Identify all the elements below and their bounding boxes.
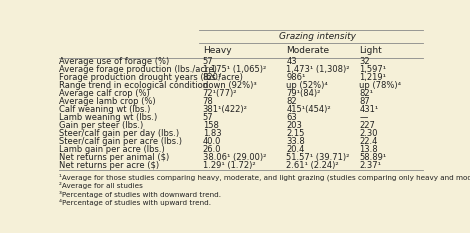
Text: 415¹(454)²: 415¹(454)² [286, 105, 331, 114]
Text: 78: 78 [203, 97, 213, 106]
Text: —: — [359, 113, 368, 122]
Text: 158: 158 [203, 121, 219, 130]
Text: 26.0: 26.0 [203, 145, 221, 154]
Text: 986¹: 986¹ [286, 73, 306, 82]
Text: 40.0: 40.0 [203, 137, 221, 146]
Text: 79¹(84)²: 79¹(84)² [286, 89, 321, 98]
Text: up (78%)⁴: up (78%)⁴ [359, 81, 401, 90]
Text: Average use of forage (%): Average use of forage (%) [60, 57, 170, 66]
Text: Heavy: Heavy [203, 46, 231, 55]
Text: Average lamb crop (%): Average lamb crop (%) [60, 97, 156, 106]
Text: Forage production drought years (lbs./acre): Forage production drought years (lbs./ac… [60, 73, 243, 82]
Text: ²Average for all studies: ²Average for all studies [60, 182, 143, 189]
Text: Gain per steer (lbs.): Gain per steer (lbs.) [60, 121, 144, 130]
Text: 2.15: 2.15 [286, 129, 305, 138]
Text: Steer/calf gain per day (lbs.): Steer/calf gain per day (lbs.) [60, 129, 180, 138]
Text: down (92%)³: down (92%)³ [203, 81, 256, 90]
Text: 33.8: 33.8 [286, 137, 305, 146]
Text: ¹Average for those studies comparing heavy, moderate, and light grazing (studies: ¹Average for those studies comparing hea… [60, 173, 470, 181]
Text: Average calf crop (%): Average calf crop (%) [60, 89, 150, 98]
Text: ⁴Percentage of studies with upward trend.: ⁴Percentage of studies with upward trend… [60, 199, 212, 206]
Text: 431¹: 431¹ [359, 105, 378, 114]
Text: 1.83: 1.83 [203, 129, 221, 138]
Text: 1,175¹ (1,065)²: 1,175¹ (1,065)² [203, 65, 266, 74]
Text: 63: 63 [286, 113, 297, 122]
Text: 13.8: 13.8 [359, 145, 378, 154]
Text: Light: Light [359, 46, 382, 55]
Text: 1,473¹ (1,308)²: 1,473¹ (1,308)² [286, 65, 350, 74]
Text: Grazing intensity: Grazing intensity [279, 31, 356, 41]
Text: 51.57¹ (39.71)²: 51.57¹ (39.71)² [286, 153, 350, 162]
Text: 2.37¹: 2.37¹ [359, 161, 381, 170]
Text: 1.29¹ (1.72)²: 1.29¹ (1.72)² [203, 161, 255, 170]
Text: 22.4: 22.4 [359, 137, 377, 146]
Text: Net returns per acre ($): Net returns per acre ($) [60, 161, 160, 170]
Text: up (52%)⁴: up (52%)⁴ [286, 81, 328, 90]
Text: 43: 43 [286, 57, 297, 66]
Text: Lamb weaning wt (lbs.): Lamb weaning wt (lbs.) [60, 113, 158, 122]
Text: 57: 57 [203, 113, 213, 122]
Text: 381¹(422)²: 381¹(422)² [203, 105, 248, 114]
Text: 820¹: 820¹ [203, 73, 222, 82]
Text: 82¹: 82¹ [359, 89, 373, 98]
Text: 2.30: 2.30 [359, 129, 378, 138]
Text: 87: 87 [359, 97, 370, 106]
Text: 72¹(77)²: 72¹(77)² [203, 89, 237, 98]
Text: Lamb gain per acre (lbs.): Lamb gain per acre (lbs.) [60, 145, 165, 154]
Text: Moderate: Moderate [286, 46, 329, 55]
Text: 203: 203 [286, 121, 302, 130]
Text: 1,597¹: 1,597¹ [359, 65, 386, 74]
Text: Average forage production (lbs./acre): Average forage production (lbs./acre) [60, 65, 217, 74]
Text: 20.4: 20.4 [286, 145, 305, 154]
Text: 1,219¹: 1,219¹ [359, 73, 386, 82]
Text: Range trend in ecological condition: Range trend in ecological condition [60, 81, 209, 90]
Text: 58.89¹: 58.89¹ [359, 153, 386, 162]
Text: 38.06¹ (29.00)²: 38.06¹ (29.00)² [203, 153, 266, 162]
Text: 82: 82 [286, 97, 297, 106]
Text: Net returns per animal ($): Net returns per animal ($) [60, 153, 170, 162]
Text: 2.61¹ (2.24)²: 2.61¹ (2.24)² [286, 161, 339, 170]
Text: 32: 32 [359, 57, 370, 66]
Text: Steer/calf gain per acre (lbs.): Steer/calf gain per acre (lbs.) [60, 137, 182, 146]
Text: ³Percentage of studies with downward trend.: ³Percentage of studies with downward tre… [60, 191, 221, 198]
Text: Calf weaning wt (lbs.): Calf weaning wt (lbs.) [60, 105, 151, 114]
Text: 227: 227 [359, 121, 375, 130]
Text: 57: 57 [203, 57, 213, 66]
